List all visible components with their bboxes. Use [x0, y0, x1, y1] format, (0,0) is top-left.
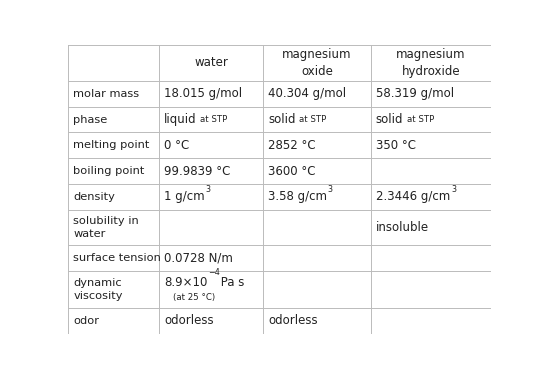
Text: 3600 °C: 3600 °C [268, 165, 316, 178]
Text: −4: −4 [208, 268, 220, 277]
Text: water: water [194, 56, 228, 69]
Text: 350 °C: 350 °C [376, 139, 416, 152]
Text: 1 g/cm: 1 g/cm [164, 190, 205, 204]
Text: 18.015 g/mol: 18.015 g/mol [164, 87, 242, 100]
Text: insoluble: insoluble [376, 221, 429, 234]
Text: solid: solid [376, 113, 403, 126]
Text: 3.58 g/cm: 3.58 g/cm [268, 190, 327, 204]
Text: 8.9×10: 8.9×10 [164, 276, 207, 289]
Text: 0 °C: 0 °C [164, 139, 189, 152]
Text: solubility in
water: solubility in water [73, 216, 139, 239]
Text: density: density [73, 192, 115, 202]
Text: (at 25 °C): (at 25 °C) [173, 293, 215, 302]
Text: at STP: at STP [407, 115, 434, 124]
Text: 0.0728 N/m: 0.0728 N/m [164, 251, 233, 264]
Text: liquid: liquid [164, 113, 197, 126]
Text: odorless: odorless [164, 314, 214, 327]
Text: 40.304 g/mol: 40.304 g/mol [268, 87, 346, 100]
Text: 3: 3 [451, 185, 456, 194]
Text: boiling point: boiling point [73, 166, 145, 176]
Text: 2852 °C: 2852 °C [268, 139, 316, 152]
Text: 58.319 g/mol: 58.319 g/mol [376, 87, 454, 100]
Text: solid: solid [268, 113, 295, 126]
Text: phase: phase [73, 114, 108, 125]
Text: 3: 3 [328, 185, 333, 194]
Text: at STP: at STP [200, 115, 228, 124]
Text: 3: 3 [206, 185, 211, 194]
Text: 99.9839 °C: 99.9839 °C [164, 165, 230, 178]
Text: odorless: odorless [268, 314, 318, 327]
Text: at STP: at STP [299, 115, 326, 124]
Text: magnesium
hydroxide: magnesium hydroxide [396, 48, 466, 78]
Text: 2.3446 g/cm: 2.3446 g/cm [376, 190, 450, 204]
Text: surface tension: surface tension [73, 253, 161, 263]
Text: Pa s: Pa s [217, 276, 245, 289]
Text: dynamic
viscosity: dynamic viscosity [73, 278, 123, 301]
Text: magnesium
oxide: magnesium oxide [282, 48, 352, 78]
Text: melting point: melting point [73, 140, 150, 150]
Text: odor: odor [73, 316, 99, 326]
Text: molar mass: molar mass [73, 89, 139, 99]
